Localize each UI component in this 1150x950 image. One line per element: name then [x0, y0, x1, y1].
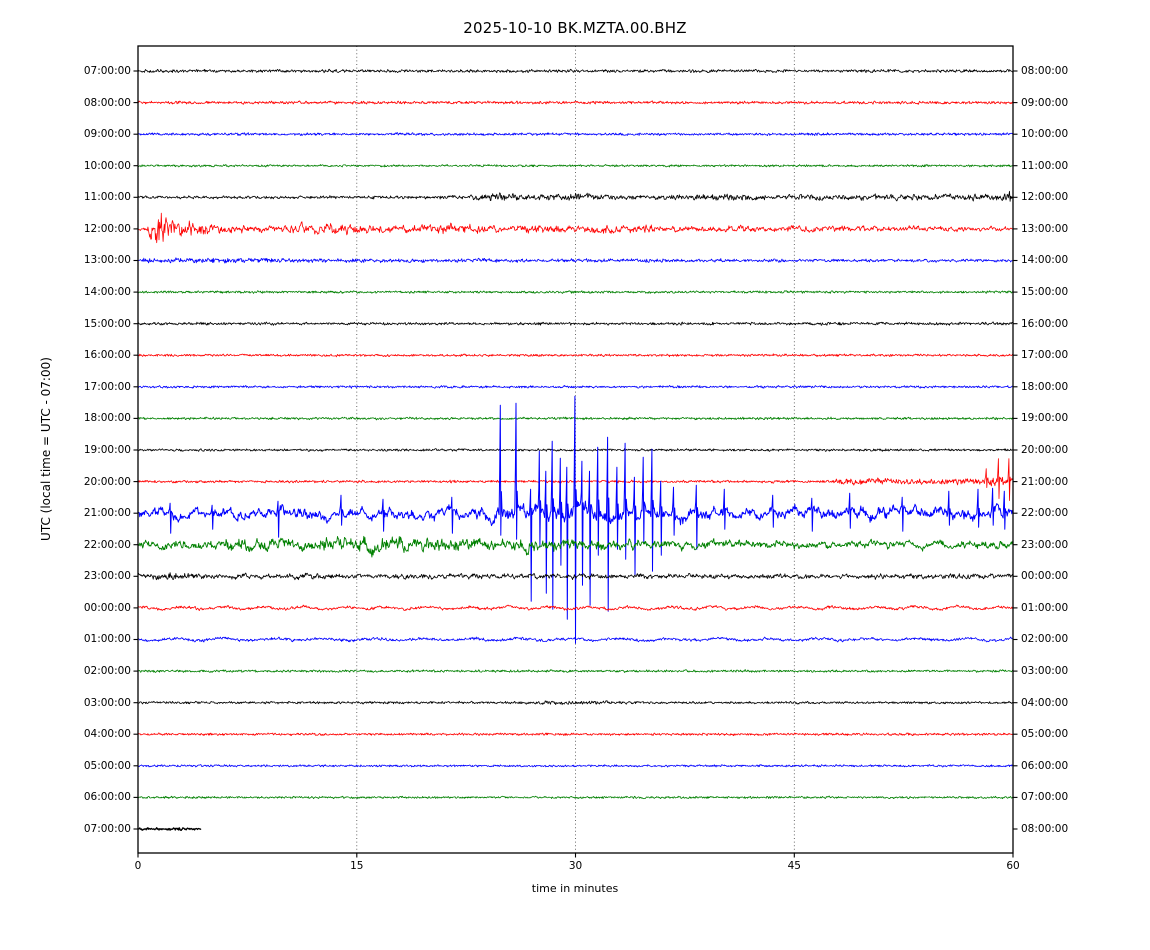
trace-00:00:00 [137, 604, 1014, 611]
x-tick-label: 60 [1006, 860, 1020, 872]
left-time-label: 07:00:00 [83, 822, 131, 835]
right-time-label: 19:00:00 [1021, 412, 1069, 425]
x-tick-label: 15 [350, 860, 364, 872]
right-time-label: 23:00:00 [1021, 538, 1069, 551]
trace-01:00:00 [137, 636, 1014, 643]
right-time-label: 08:00:00 [1021, 822, 1069, 835]
trace-17:00:00 [137, 384, 1014, 389]
trace-09:00:00 [137, 132, 1014, 137]
left-time-label: 15:00:00 [83, 317, 131, 330]
right-time-label: 12:00:00 [1021, 191, 1069, 204]
trace-11:00:00 [137, 190, 1014, 202]
trace-18:00:00 [137, 416, 1014, 421]
x-axis-label: time in minutes [531, 882, 619, 895]
left-time-label: 08:00:00 [83, 96, 131, 109]
left-time-label: 07:00:00 [83, 64, 131, 77]
left-time-label: 18:00:00 [83, 412, 131, 425]
trace-21:00:00 [137, 395, 1014, 644]
left-time-label: 20:00:00 [83, 475, 131, 488]
left-time-label: 04:00:00 [83, 727, 131, 740]
trace-22:00:00 [137, 535, 1014, 558]
trace-12:00:00 [137, 212, 1014, 244]
right-time-label: 09:00:00 [1021, 96, 1069, 109]
left-time-label: 23:00:00 [83, 570, 131, 583]
trace-04:00:00 [137, 732, 1014, 737]
right-time-label: 11:00:00 [1021, 159, 1069, 172]
left-time-label: 17:00:00 [83, 380, 131, 393]
right-time-label: 10:00:00 [1021, 127, 1069, 140]
left-time-label: 14:00:00 [83, 285, 131, 298]
left-time-label: 03:00:00 [83, 696, 131, 709]
right-time-label: 16:00:00 [1021, 317, 1069, 330]
x-tick-label: 30 [568, 860, 583, 872]
right-time-label: 08:00:00 [1021, 64, 1069, 77]
right-time-label: 05:00:00 [1021, 727, 1069, 740]
left-time-label: 11:00:00 [83, 191, 131, 204]
right-time-label: 06:00:00 [1021, 759, 1069, 772]
right-time-label: 00:00:00 [1021, 570, 1069, 583]
right-time-label: 18:00:00 [1021, 380, 1069, 393]
x-tick-label: 45 [787, 860, 801, 872]
chart-title: 2025-10-10 BK.MZTA.00.BHZ [463, 19, 687, 37]
trace-07:00:00 [137, 68, 1014, 74]
right-time-label: 13:00:00 [1021, 222, 1069, 235]
left-time-label: 12:00:00 [83, 222, 131, 235]
left-time-label: 10:00:00 [83, 159, 131, 172]
right-time-label: 02:00:00 [1021, 633, 1069, 646]
trace-13:00:00 [137, 257, 1014, 264]
right-time-label: 01:00:00 [1021, 601, 1069, 614]
trace-02:00:00 [137, 669, 1014, 673]
left-time-label: 21:00:00 [83, 506, 131, 519]
left-time-label: 00:00:00 [83, 601, 131, 614]
left-time-label: 06:00:00 [83, 791, 131, 804]
trace-16:00:00 [137, 353, 1014, 358]
right-time-label: 15:00:00 [1021, 285, 1069, 298]
trace-14:00:00 [137, 290, 1014, 294]
right-time-label: 04:00:00 [1021, 696, 1069, 709]
left-time-label: 01:00:00 [83, 633, 131, 646]
trace-10:00:00 [137, 163, 1014, 168]
left-time-label: 05:00:00 [83, 759, 131, 772]
trace-05:00:00 [137, 764, 1014, 768]
trace-07:00:00 [137, 827, 202, 832]
trace-23:00:00 [137, 572, 1014, 581]
left-time-label: 22:00:00 [83, 538, 131, 551]
left-time-label: 02:00:00 [83, 664, 131, 677]
right-time-label: 17:00:00 [1021, 348, 1069, 361]
right-time-label: 22:00:00 [1021, 506, 1069, 519]
left-time-label: 13:00:00 [83, 254, 131, 267]
left-time-label: 16:00:00 [83, 348, 131, 361]
left-time-label: 09:00:00 [83, 127, 131, 140]
x-tick-label: 0 [134, 860, 142, 872]
right-time-label: 03:00:00 [1021, 664, 1069, 677]
trace-03:00:00 [137, 700, 1014, 706]
trace-15:00:00 [137, 321, 1014, 326]
trace-08:00:00 [137, 100, 1014, 105]
trace-06:00:00 [137, 795, 1014, 800]
right-time-label: 14:00:00 [1021, 254, 1069, 267]
right-time-label: 21:00:00 [1021, 475, 1069, 488]
left-time-label: 19:00:00 [83, 443, 131, 456]
right-time-label: 07:00:00 [1021, 791, 1069, 804]
right-time-label: 20:00:00 [1021, 443, 1069, 456]
